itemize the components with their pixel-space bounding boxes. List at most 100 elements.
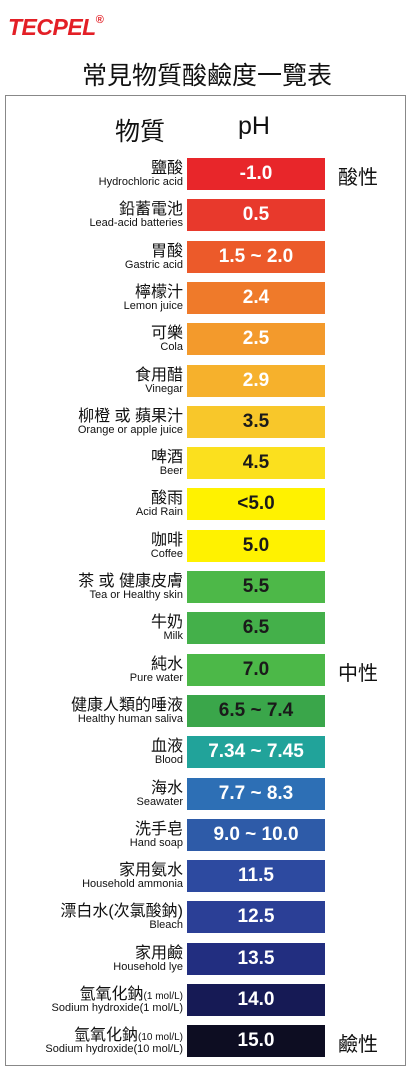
substance-en: Cola [160, 341, 183, 354]
substance-en: Hydrochloric acid [98, 176, 183, 188]
ph-bar: 4.5 [187, 447, 325, 480]
substance-zh: 健康人類的唾液 [71, 691, 183, 715]
substance-en: Hand soap [129, 836, 183, 849]
title: 常見物質酸鹼度一覽表 [81, 62, 332, 90]
substance-zh-text: 海水 [150, 779, 183, 797]
ph-bar: 7.7 ~ 8.3 [187, 777, 325, 810]
substance-zh-text: 胃酸 [150, 242, 183, 260]
substance-en: Vinegar [145, 382, 183, 395]
substance-zh: 漂白水(次氯酸鈉) [60, 897, 183, 921]
substance-zh: 食用醋 [135, 361, 183, 385]
substance-zh: 氫氧化鈉(1 mol/L) [80, 980, 183, 1004]
substance-zh: 可樂 [151, 319, 183, 343]
ph-bar: 5.0 [187, 529, 325, 562]
substance-zh: 血液 [151, 732, 183, 756]
ph-bar: 2.5 [187, 323, 325, 356]
substance-note: (10 mol/L) [137, 1032, 183, 1044]
substance-zh-text: 酸雨 [150, 490, 183, 508]
substance-zh-text: 洗手皂 [134, 820, 183, 838]
substance-zh: 柳橙 或 蘋果汁 [78, 402, 183, 426]
substance-zh-text: 咖啡 [150, 531, 183, 549]
substance-zh: 海水 [151, 774, 183, 798]
substance-en: Lead-acid batteries [89, 217, 183, 230]
substance-zh-text: 可樂 [150, 325, 183, 343]
substance-zh: 啤酒 [151, 443, 183, 467]
logo-text: TECPEL [8, 14, 96, 40]
substance-zh-text: 檸檬汁 [134, 283, 183, 301]
ph-bar: 13.5 [187, 942, 325, 975]
ph-bar: 2.4 [187, 281, 325, 314]
substance-en: Orange or apple juice [77, 423, 183, 436]
category-label: 鹼性 [338, 1034, 378, 1057]
substance-en: Household ammonia [82, 878, 183, 891]
substance-note: (1 mol/L) [143, 991, 183, 1002]
ph-bar: 0.5 [187, 199, 325, 232]
substance-zh: 鹽酸 [151, 154, 183, 178]
substance-en: Sodium hydroxide(1 mol/L) [51, 1002, 183, 1014]
substance-en: Lemon juice [123, 299, 183, 312]
ph-bar: 14.0 [187, 984, 325, 1016]
category-label: 酸性 [338, 167, 378, 189]
substance-zh: 咖啡 [151, 526, 183, 550]
table-frame [5, 95, 406, 1066]
ph-bar: 7.34 ~ 7.45 [187, 736, 325, 769]
ph-bar: <5.0 [187, 488, 325, 521]
substance-en: Pure water [129, 671, 183, 684]
substance-en: Gastric acid [124, 258, 183, 271]
substance-zh: 酸雨 [151, 484, 183, 508]
substance-zh: 檸檬汁 [135, 278, 183, 302]
substance-zh-text: 茶 或 健康皮膚 [78, 573, 183, 590]
substance-zh: 氫氧化鈉(10 mol/L) [74, 1021, 183, 1045]
ph-bar: 6.5 [187, 612, 325, 645]
substance-en: Sodium hydroxide(10 mol/L) [45, 1043, 183, 1056]
substance-zh-text: 鉛蓄電池 [118, 201, 183, 219]
substance-zh-text: 柳橙 或 蘋果汁 [78, 407, 183, 425]
header-substance: 物質 [115, 118, 166, 146]
substance-zh-text: 牛奶 [150, 614, 183, 632]
ph-bar: 7.0 [187, 653, 325, 686]
substance-zh: 牛奶 [151, 608, 183, 632]
header-ph: pH [238, 112, 270, 140]
substance-zh-text: 健康人類的唾液 [70, 696, 183, 714]
logo-mark: ® [95, 14, 104, 26]
substance-zh: 家用氨水 [119, 856, 183, 880]
substance-en: Blood [154, 754, 183, 767]
category-label: 中性 [338, 662, 378, 685]
substance-en: Bleach [149, 919, 183, 932]
logo: TECPEL® [8, 14, 104, 41]
substance-zh: 純水 [151, 650, 183, 674]
substance-zh: 家用鹼 [135, 939, 183, 963]
substance-zh-text: 氫氧化鈉 [73, 1027, 138, 1045]
substance-zh-text: 氫氧化鈉 [79, 986, 144, 1003]
ph-bar: 5.5 [187, 571, 325, 603]
substance-en: Seawater [136, 795, 183, 808]
ph-bar: 11.5 [187, 860, 325, 893]
substance-zh-text: 血液 [150, 738, 183, 756]
ph-bar: 6.5 ~ 7.4 [187, 694, 325, 727]
substance-zh-text: 家用鹼 [134, 944, 183, 962]
ph-bar: -1.0 [187, 158, 325, 190]
substance-zh: 胃酸 [151, 237, 183, 261]
substance-zh: 鉛蓄電池 [119, 195, 183, 219]
substance-zh-text: 純水 [150, 655, 183, 673]
ph-bar: 12.5 [187, 901, 325, 934]
ph-bar: 3.5 [187, 405, 325, 438]
substance-en: Coffee [150, 547, 183, 560]
substance-zh-text: 食用醋 [134, 366, 183, 384]
substance-en: Milk [163, 630, 183, 643]
ph-bar: 9.0 ~ 10.0 [187, 818, 325, 851]
ph-bar: 2.9 [187, 364, 325, 397]
substance-en: Tea or Healthy skin [89, 589, 183, 601]
substance-zh-text: 啤酒 [150, 449, 183, 467]
substance-en: Beer [159, 465, 183, 478]
substance-zh: 茶 或 健康皮膚 [78, 567, 183, 591]
substance-zh-text: 鹽酸 [150, 160, 183, 177]
ph-bar: 15.0 [187, 1025, 325, 1058]
substance-zh: 洗手皂 [135, 815, 183, 839]
substance-en: Household lye [113, 960, 183, 973]
ph-bar: 1.5 ~ 2.0 [187, 240, 325, 273]
substance-zh-text: 家用氨水 [118, 862, 183, 880]
substance-zh-text: 漂白水(次氯酸鈉) [60, 903, 183, 921]
substance-en: Acid Rain [135, 506, 183, 519]
